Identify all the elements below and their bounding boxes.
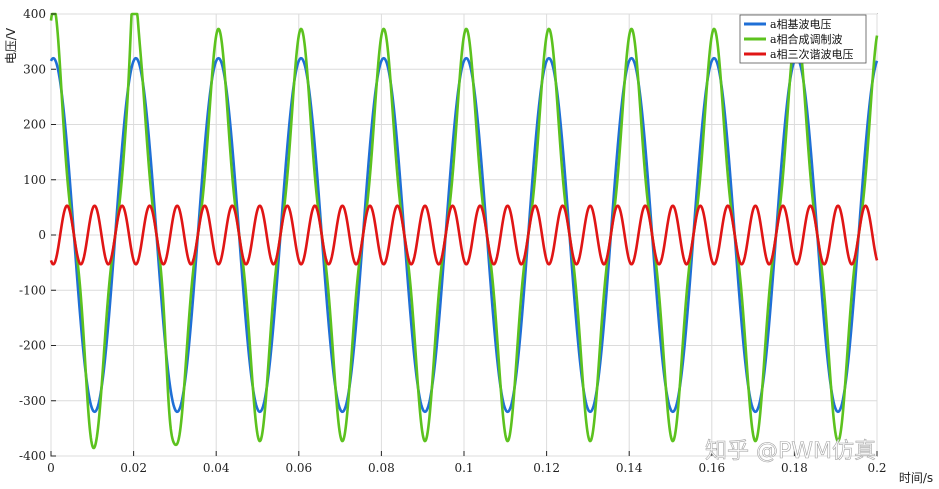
x-tick-label: 0.2 [867,461,886,475]
series-line-1 [49,56,879,414]
series-line-2 [49,12,879,450]
legend-entry: a相三次谐波电压 [770,47,854,61]
x-tick-label: 0.04 [203,461,230,475]
legend-entry: a相基波电压 [770,18,832,31]
y-tick-label: -200 [19,339,46,353]
y-axis-label: 电压/V [4,27,18,64]
x-tick-label: 0.18 [781,461,808,475]
legend-entry: a相合成调制波 [770,32,843,46]
x-tick-label: 0.14 [616,461,643,475]
x-tick-label: 0 [47,461,55,475]
y-tick-label: 200 [23,118,46,132]
x-tick-label: 0.1 [454,461,473,475]
watermark-text: 知乎 @PWM仿真 [705,439,876,464]
x-tick-label: 0.16 [698,461,725,475]
y-tick-label: 0 [38,228,46,242]
x-tick-label: 0.12 [533,461,560,475]
y-tick-label: -100 [19,283,46,297]
y-tick-label: 400 [23,7,46,21]
x-tick-label: 0.02 [120,461,147,475]
y-tick-label: 100 [23,173,46,187]
x-tick-label: 0.08 [368,461,395,475]
x-tick-label: 0.06 [285,461,312,475]
series-lines [49,12,879,450]
y-tick-label: -400 [19,449,46,463]
series-line-3 [49,204,879,266]
x-axis-label: 时间/s [899,471,933,485]
tick-labels: 0 0.02 0.04 0.06 0.08 0.1 0.12 0.14 0.16 0.18 0.2 -… [19,7,887,475]
y-tick-label: -300 [19,394,46,408]
y-tick-label: 300 [23,62,46,76]
